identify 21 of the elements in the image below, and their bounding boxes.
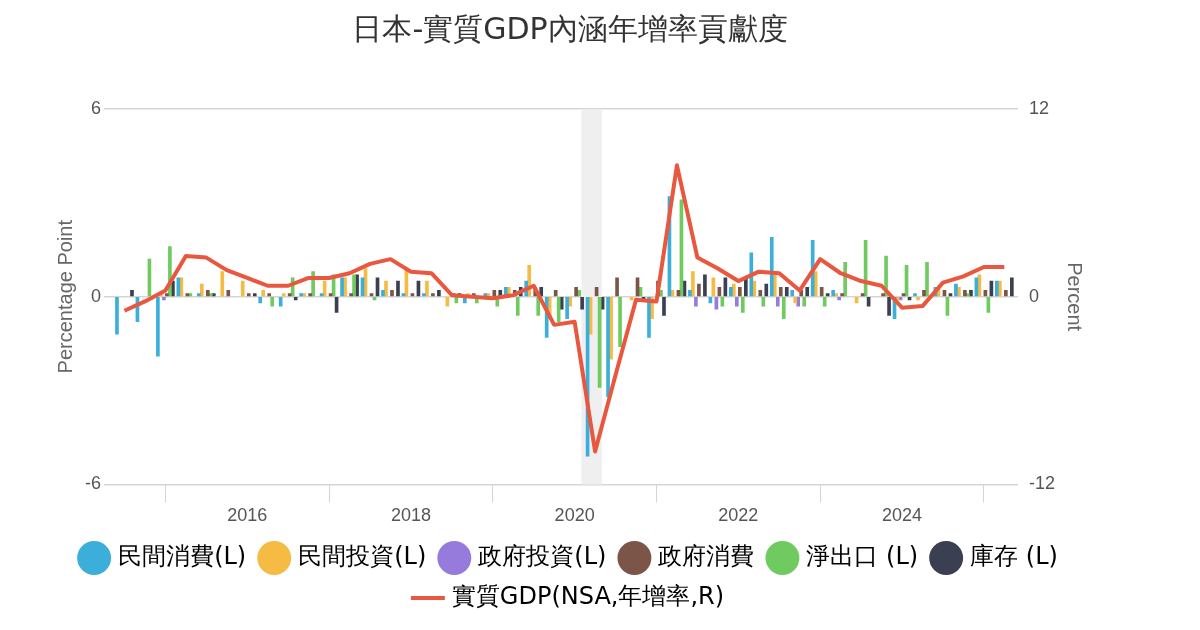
y2-tick-label: -12 bbox=[1028, 473, 1055, 494]
x-tick-label: 2016 bbox=[227, 505, 268, 526]
y2-tick-label: 12 bbox=[1028, 97, 1050, 118]
x-tick-label: 2022 bbox=[718, 505, 759, 526]
legend-label: 政府消費 bbox=[658, 542, 755, 571]
legend-label: 政府投資(L) bbox=[478, 542, 607, 571]
x-tick-label: 2018 bbox=[390, 505, 431, 526]
y2-tick-label: 0 bbox=[1028, 285, 1039, 306]
y-tick-label: -6 bbox=[84, 473, 101, 494]
y-tick-label: 6 bbox=[90, 97, 101, 118]
legend-label: 民間消費(L) bbox=[118, 542, 247, 571]
legend-label: 庫存 (L) bbox=[970, 542, 1058, 571]
legend-label: 淨出口 (L) bbox=[806, 542, 919, 571]
y2-axis-title: Percent bbox=[1064, 262, 1087, 332]
legend-label: 實質GDP(NSA,年增率,R) bbox=[451, 582, 725, 611]
x-tick-label: 2020 bbox=[554, 505, 595, 526]
legend-label: 民間投資(L) bbox=[298, 542, 427, 571]
x-tick-label: 2024 bbox=[882, 505, 923, 526]
chart-title: 日本-實質GDP內涵年增率貢獻度 bbox=[352, 10, 788, 46]
y-axis-title: Percentage Point bbox=[53, 219, 76, 374]
y-tick-label: 0 bbox=[90, 285, 101, 306]
